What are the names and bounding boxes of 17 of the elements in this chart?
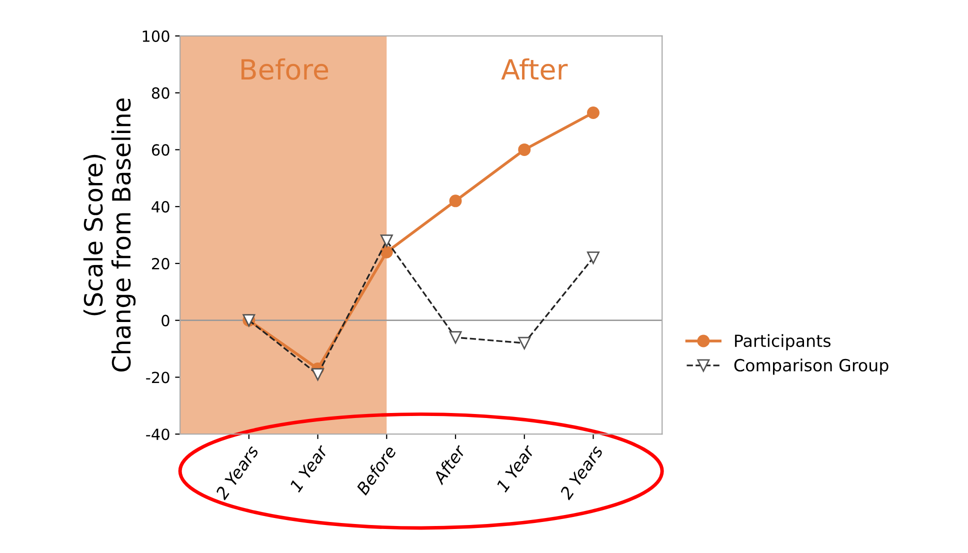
y-tick-label: 0 — [162, 314, 170, 326]
y-tick-label: 80 — [152, 87, 170, 99]
y-tick-label: 60 — [152, 144, 170, 156]
annotation: Before — [241, 58, 328, 80]
annotation: After — [501, 58, 568, 80]
legend-label: Comparison Group — [734, 358, 888, 375]
y-tick-label: -40 — [146, 428, 170, 440]
y-tick-label: 40 — [152, 201, 170, 213]
point — [518, 143, 531, 156]
legend-label: Participants — [735, 334, 831, 350]
point — [586, 106, 600, 119]
point — [380, 246, 393, 258]
y-axis-title: (Scale Score) Change from Baseline — [83, 98, 136, 372]
y-tick-label: -20 — [146, 372, 170, 384]
y-tick-label: 100 — [142, 30, 170, 42]
y-tick-label: 20 — [152, 258, 170, 270]
point — [449, 194, 462, 208]
